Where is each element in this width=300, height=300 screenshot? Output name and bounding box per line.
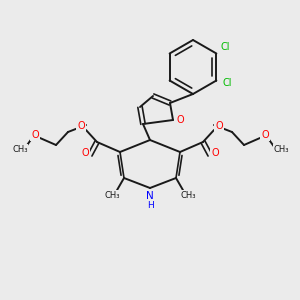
Text: CH₃: CH₃ (104, 190, 120, 200)
Text: O: O (211, 148, 219, 158)
Text: H: H (147, 200, 153, 209)
Text: O: O (77, 121, 85, 131)
Text: O: O (81, 148, 89, 158)
Text: CH₃: CH₃ (180, 190, 196, 200)
Text: O: O (176, 115, 184, 125)
Text: N: N (146, 191, 154, 201)
Text: CH₃: CH₃ (273, 145, 289, 154)
Text: CH₃: CH₃ (12, 145, 28, 154)
Text: O: O (215, 121, 223, 131)
Text: Cl: Cl (220, 41, 230, 52)
Text: O: O (261, 130, 269, 140)
Text: Cl: Cl (223, 79, 232, 88)
Text: O: O (31, 130, 39, 140)
